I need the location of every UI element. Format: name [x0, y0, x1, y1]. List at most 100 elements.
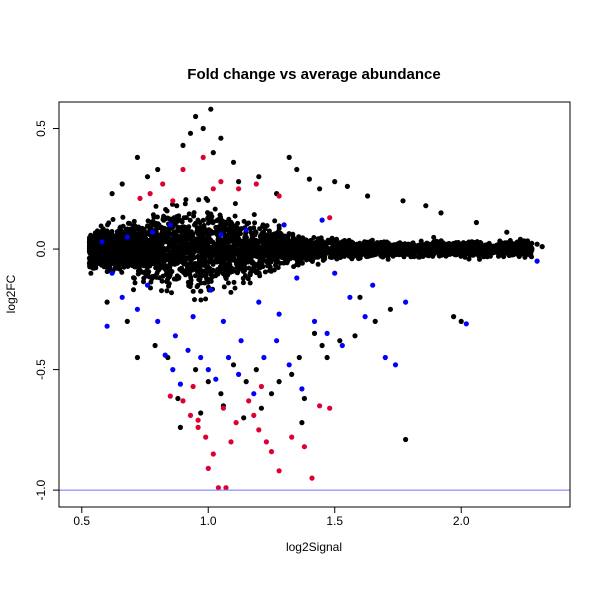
data-point	[174, 203, 180, 209]
data-point	[313, 247, 319, 253]
data-point	[152, 342, 158, 349]
data-point	[154, 236, 160, 242]
data-point	[193, 113, 199, 120]
data-point	[230, 238, 236, 244]
data-point	[104, 299, 110, 305]
data-point	[257, 234, 263, 239]
data-point	[391, 250, 397, 256]
data-point	[172, 333, 178, 339]
data-point	[466, 247, 472, 253]
data-point	[230, 362, 237, 368]
data-point	[218, 391, 224, 397]
data-point	[91, 249, 97, 254]
data-point	[156, 267, 162, 273]
data-point	[207, 239, 213, 245]
data-point	[176, 213, 182, 219]
data-point	[529, 240, 535, 246]
data-point	[141, 231, 147, 236]
data-point	[217, 259, 223, 265]
data-point	[410, 249, 416, 254]
data-point	[143, 261, 149, 267]
y-axis: -1.0 -0.5 0.0 0.5	[34, 120, 60, 500]
data-point	[170, 256, 175, 262]
series-1	[99, 217, 540, 397]
data-point	[169, 251, 175, 257]
data-point	[177, 424, 183, 430]
data-point	[257, 238, 263, 244]
data-point	[333, 249, 339, 254]
data-point	[418, 242, 424, 248]
data-point	[251, 412, 257, 418]
data-point	[158, 245, 163, 251]
data-point	[364, 251, 370, 256]
data-point	[515, 247, 521, 253]
data-point	[200, 217, 206, 223]
data-point	[209, 274, 215, 280]
data-point	[286, 231, 292, 237]
data-point	[309, 475, 315, 481]
data-point	[195, 417, 201, 423]
data-point	[218, 135, 224, 141]
data-point	[176, 238, 182, 244]
data-point	[403, 299, 409, 305]
data-point	[189, 253, 195, 259]
data-point	[119, 269, 125, 275]
data-point	[261, 252, 267, 258]
data-point	[109, 270, 115, 276]
data-point	[180, 398, 186, 404]
data-point	[185, 236, 191, 242]
data-point	[234, 235, 240, 241]
data-point	[175, 247, 181, 253]
data-point	[117, 238, 123, 244]
data-point	[534, 258, 540, 264]
data-point	[237, 266, 243, 272]
data-point	[91, 244, 97, 250]
data-point	[88, 270, 94, 276]
data-point	[357, 294, 363, 300]
data-point	[281, 222, 287, 228]
data-point	[154, 274, 159, 280]
data-point	[251, 240, 257, 246]
data-point	[198, 410, 204, 416]
data-point	[304, 257, 309, 263]
data-point	[402, 245, 408, 251]
data-point	[513, 240, 519, 246]
data-point	[154, 249, 160, 255]
data-point	[306, 176, 312, 182]
data-point	[104, 257, 110, 263]
data-point	[130, 240, 136, 245]
data-point	[412, 244, 418, 250]
data-point	[104, 323, 110, 329]
data-point	[206, 233, 212, 239]
data-point	[208, 257, 214, 263]
data-point	[159, 250, 165, 256]
data-point	[110, 251, 116, 257]
data-point	[166, 283, 171, 289]
data-point	[228, 269, 234, 275]
data-point	[198, 288, 204, 294]
data-point	[163, 207, 169, 212]
data-point	[167, 222, 173, 228]
data-point	[222, 248, 228, 254]
data-point	[342, 248, 348, 254]
data-point	[423, 203, 429, 209]
data-point	[121, 258, 127, 264]
data-point	[259, 261, 265, 267]
data-point	[527, 250, 533, 256]
data-point	[346, 253, 352, 259]
data-point	[311, 330, 318, 336]
data-point	[105, 250, 111, 256]
data-point	[182, 201, 188, 207]
data-point	[290, 231, 296, 237]
data-point	[440, 243, 446, 249]
data-point	[327, 405, 333, 411]
data-point	[194, 284, 200, 290]
data-point	[311, 242, 317, 248]
data-point	[416, 254, 421, 260]
data-point	[257, 257, 263, 263]
data-point	[190, 383, 196, 390]
data-point	[150, 229, 156, 235]
data-point	[187, 412, 194, 418]
data-point	[146, 238, 152, 244]
x-axis-label: log2Signal	[286, 540, 342, 554]
